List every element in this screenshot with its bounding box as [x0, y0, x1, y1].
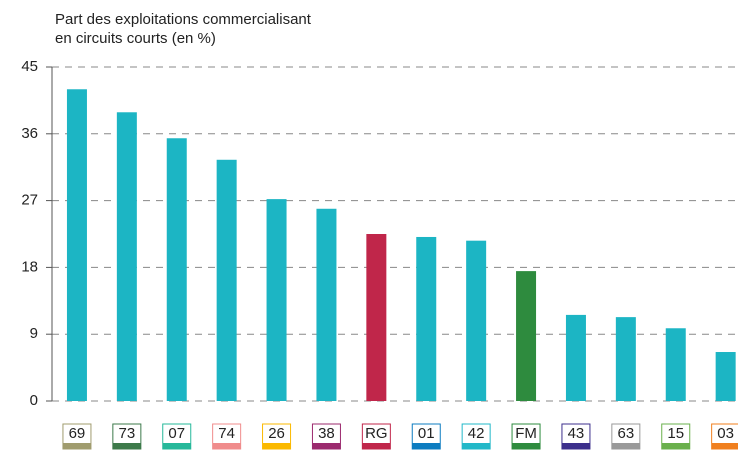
- y-tick-label: 27: [21, 192, 38, 209]
- x-tick-label: 07: [168, 425, 185, 442]
- y-tick-label: 45: [21, 58, 38, 75]
- x-tick-label: 63: [618, 425, 635, 442]
- label-strip: [262, 443, 291, 449]
- bar: [116, 112, 137, 401]
- bar: [615, 317, 636, 401]
- bar: [66, 89, 87, 402]
- y-tick-label: 18: [21, 258, 38, 275]
- x-tick-label: 38: [318, 425, 335, 442]
- bar: [316, 208, 337, 401]
- x-tick-label: 69: [69, 425, 86, 442]
- bar: [366, 234, 387, 401]
- bar: [565, 314, 586, 401]
- label-strip: [212, 443, 241, 449]
- x-tick-label: 43: [568, 425, 585, 442]
- y-tick-label: 0: [30, 392, 38, 409]
- label-strip: [112, 443, 141, 449]
- x-tick-label: 01: [418, 425, 435, 442]
- x-tick-label: 15: [667, 425, 684, 442]
- label-strip: [611, 443, 640, 449]
- label-strip: [162, 443, 191, 449]
- bar: [665, 328, 686, 401]
- bar: [466, 240, 487, 401]
- x-tick-label: 42: [468, 425, 485, 442]
- y-tick-label: 36: [21, 125, 38, 142]
- bar: [416, 236, 437, 401]
- x-tick-label: 74: [218, 425, 235, 442]
- x-tick-label: 73: [119, 425, 136, 442]
- label-strip: [561, 443, 590, 449]
- label-strip: [661, 443, 690, 449]
- bar: [516, 271, 537, 401]
- x-tick-label: RG: [365, 425, 388, 442]
- bar: [266, 199, 287, 401]
- label-strip: [462, 443, 491, 449]
- label-strip: [412, 443, 441, 449]
- bar: [715, 352, 736, 401]
- label-strip: [312, 443, 341, 449]
- x-tick-label: 26: [268, 425, 285, 442]
- bar: [216, 159, 237, 401]
- y-tick-label: 9: [30, 325, 38, 342]
- x-tick-label: 03: [717, 425, 734, 442]
- label-strip: [512, 443, 541, 449]
- bar: [166, 138, 187, 401]
- label-strip: [62, 443, 91, 449]
- label-strip: [711, 443, 738, 449]
- chart-title: en circuits courts (en %): [55, 30, 216, 47]
- x-tick-label: FM: [515, 425, 537, 442]
- label-strip: [362, 443, 391, 449]
- chart-title: Part des exploitations commercialisant: [55, 11, 312, 28]
